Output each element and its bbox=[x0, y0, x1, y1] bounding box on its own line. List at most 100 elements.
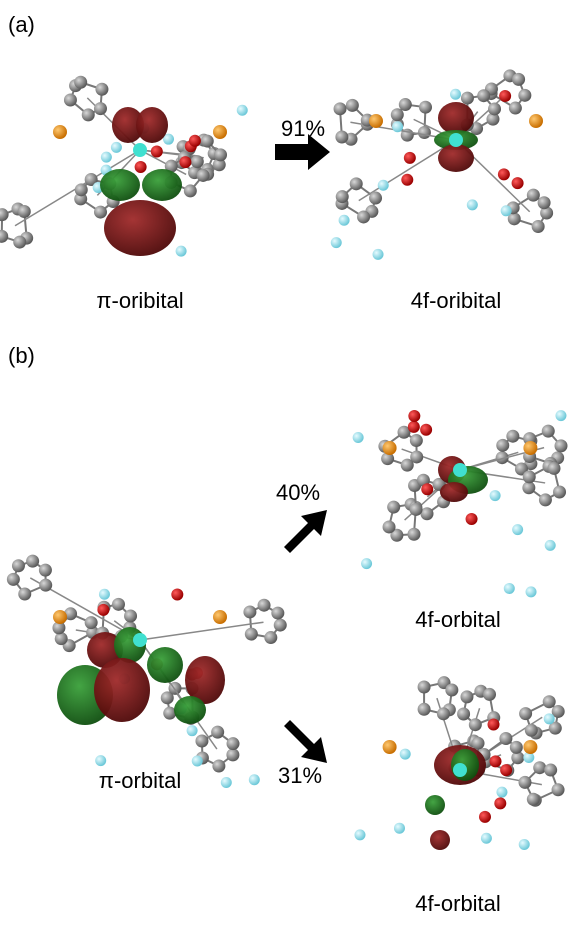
percent-label: 40% bbox=[276, 480, 320, 505]
carbon-atom bbox=[333, 102, 347, 116]
carbon-atom bbox=[445, 683, 459, 697]
carbon-atom bbox=[400, 458, 414, 472]
carbon-atom bbox=[509, 740, 523, 754]
metal-atom bbox=[453, 463, 467, 477]
fluorine-atom bbox=[95, 755, 107, 767]
carbon-atom bbox=[390, 528, 404, 542]
fluorine-atom bbox=[361, 558, 373, 570]
phosphorus-atom bbox=[53, 610, 67, 624]
oxygen-atom bbox=[511, 177, 524, 190]
carbon-atom bbox=[0, 208, 9, 222]
carbon-atom bbox=[26, 554, 40, 568]
orbital-lobe bbox=[87, 632, 123, 668]
carbon-atom bbox=[538, 493, 552, 507]
fluorine-atom bbox=[186, 725, 198, 737]
carbon-atom bbox=[226, 737, 240, 751]
orbital-lobe bbox=[174, 696, 206, 724]
carbon-atom bbox=[417, 126, 431, 140]
carbon-atom bbox=[257, 598, 271, 612]
carbon-atom bbox=[64, 607, 78, 621]
fluorine-atom bbox=[523, 751, 535, 763]
oxygen-atom bbox=[489, 755, 502, 768]
molecule bbox=[6, 554, 287, 788]
fluorine-atom bbox=[110, 141, 122, 153]
carbon-atom bbox=[512, 72, 526, 86]
fluorine-atom bbox=[175, 245, 187, 257]
carbon-atom bbox=[537, 196, 551, 210]
carbon-atom bbox=[499, 732, 513, 746]
fluorine-atom bbox=[500, 205, 512, 217]
carbon-atom bbox=[81, 108, 95, 122]
carbon-atom bbox=[554, 439, 568, 453]
carbon-atom bbox=[419, 100, 433, 114]
molecule bbox=[330, 69, 554, 260]
fluorine-atom bbox=[525, 586, 537, 598]
carbon-atom bbox=[541, 424, 555, 438]
orbital-lobe bbox=[100, 169, 140, 201]
oxygen-atom bbox=[497, 168, 510, 181]
phosphorus-atom bbox=[382, 441, 397, 455]
caption: π-oribital bbox=[96, 288, 183, 313]
fluorine-atom bbox=[480, 832, 492, 844]
carbon-atom bbox=[390, 108, 404, 122]
fluorine-atom bbox=[392, 121, 404, 133]
molecule bbox=[352, 410, 568, 598]
carbon-atom bbox=[544, 763, 558, 777]
carbon-atom bbox=[468, 718, 482, 732]
orbital-lobe bbox=[438, 144, 474, 172]
carbon-atom bbox=[548, 721, 562, 735]
carbon-atom bbox=[533, 761, 547, 775]
phosphorus-atom bbox=[213, 125, 227, 139]
carbon-atom bbox=[183, 184, 197, 198]
carbon-atom bbox=[357, 210, 371, 224]
panel-label: (a) bbox=[8, 12, 35, 37]
caption: 4f-orbital bbox=[415, 607, 501, 632]
carbon-atom bbox=[436, 707, 450, 721]
carbon-atom bbox=[524, 723, 538, 737]
fluorine-atom bbox=[496, 786, 508, 798]
carbon-atom bbox=[551, 783, 565, 797]
carbon-atom bbox=[483, 687, 497, 701]
fluorine-atom bbox=[466, 199, 478, 211]
phosphorus-atom bbox=[529, 114, 543, 128]
fluorine-atom bbox=[543, 713, 555, 725]
fluorine-atom bbox=[512, 524, 524, 536]
bond bbox=[139, 149, 204, 159]
fluorine-atom bbox=[338, 214, 350, 226]
arrow bbox=[284, 510, 327, 553]
arrow bbox=[284, 720, 327, 763]
orbital-lobe bbox=[430, 830, 450, 850]
fluorine-atom bbox=[330, 237, 342, 249]
carbon-atom bbox=[335, 190, 349, 204]
metal-atom bbox=[133, 143, 147, 157]
carbon-atom bbox=[526, 792, 540, 806]
oxygen-atom bbox=[171, 588, 184, 601]
oxygen-atom bbox=[499, 90, 512, 103]
orbital-lobe bbox=[185, 656, 225, 704]
percent-label: 31% bbox=[278, 763, 322, 788]
molecule bbox=[354, 676, 565, 850]
carbon-atom bbox=[226, 748, 240, 762]
carbon-atom bbox=[264, 631, 278, 645]
carbon-atom bbox=[522, 470, 536, 484]
metal-atom bbox=[453, 763, 467, 777]
carbon-atom bbox=[477, 89, 491, 103]
bond bbox=[358, 139, 457, 202]
carbon-atom bbox=[211, 725, 225, 739]
bond bbox=[139, 149, 187, 176]
carbon-atom bbox=[542, 695, 556, 709]
fluorine-atom bbox=[191, 755, 203, 767]
carbon-atom bbox=[397, 425, 411, 439]
fluorine-atom bbox=[503, 582, 515, 594]
fluorine-atom bbox=[544, 539, 556, 551]
carbon-atom bbox=[511, 751, 525, 765]
carbon-atom bbox=[540, 206, 554, 220]
fluorine-atom bbox=[399, 748, 411, 760]
carbon-atom bbox=[273, 618, 287, 632]
carbon-atom bbox=[39, 578, 53, 592]
carbon-atom bbox=[417, 680, 431, 694]
metal-atom bbox=[449, 133, 463, 147]
fluorine-atom bbox=[100, 151, 112, 163]
molecule-renderings bbox=[0, 69, 568, 850]
